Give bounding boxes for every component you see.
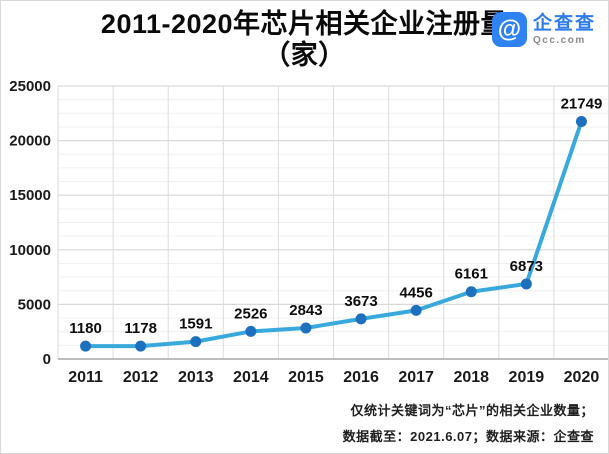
- x-tick-label: 2018: [453, 369, 489, 386]
- chart-title-line1: 2011-2020年芯片相关企业注册量: [100, 9, 509, 39]
- data-point-label: 1591: [179, 316, 212, 333]
- x-tick-label: 2014: [233, 369, 269, 386]
- data-point-label: 6873: [510, 258, 543, 275]
- data-line: [83, 119, 584, 349]
- data-point-marker: [80, 340, 92, 352]
- qcc-logo-icon: @: [491, 12, 527, 47]
- footer-note: 仅统计关键词为“芯片”的相关企业数量；: [350, 403, 594, 418]
- x-tick-label: 2011: [68, 369, 103, 386]
- qcc-logo-text: 企查查 Qcc.com: [533, 14, 596, 46]
- data-point-marker: [190, 336, 202, 348]
- data-point-label: 3673: [344, 293, 377, 310]
- data-point-marker: [520, 278, 532, 290]
- qcc-logo: @ 企查查 Qcc.com: [491, 12, 596, 47]
- data-point-label: 21749: [561, 96, 603, 113]
- data-point-label: 6161: [455, 266, 488, 283]
- data-point-marker: [465, 286, 477, 298]
- data-point-label: 1180: [69, 320, 102, 337]
- y-tick-label: 0: [43, 351, 51, 368]
- y-tick-label: 10000: [9, 242, 51, 259]
- x-tick-label: 2013: [178, 369, 214, 386]
- data-point-marker: [410, 304, 422, 316]
- footer-source: 数据截至：2021.6.07；数据来源：企查查: [342, 429, 594, 444]
- y-tick-label: 25000: [9, 78, 51, 95]
- data-point-marker: [135, 340, 147, 352]
- data-point-label: 2843: [289, 302, 322, 319]
- x-tick-label: 2016: [343, 369, 379, 386]
- data-point-marker: [300, 322, 312, 334]
- x-tick-label: 2020: [564, 369, 600, 386]
- data-point-marker: [355, 313, 367, 325]
- chart-title-line2: （家）: [263, 40, 346, 70]
- x-tick-label: 2019: [509, 369, 545, 386]
- qcc-logo-domain: Qcc.com: [532, 34, 586, 46]
- data-point-label: 1178: [124, 320, 157, 337]
- y-tick-label: 20000: [9, 133, 51, 150]
- y-tick-label: 15000: [9, 187, 51, 204]
- data-point-label: 4456: [399, 284, 432, 301]
- x-tick-label: 2017: [398, 369, 434, 386]
- data-point-label: 2526: [234, 305, 267, 322]
- data-point-marker: [245, 325, 257, 337]
- x-tick-label: 2012: [123, 369, 159, 386]
- data-point-marker: [575, 116, 587, 128]
- chart-title: 2011-2020年芯片相关企业注册量 （家）: [1, 9, 608, 71]
- qcc-logo-name: 企查查: [532, 12, 596, 34]
- y-tick-label: 5000: [18, 296, 51, 313]
- x-tick-label: 2015: [288, 369, 324, 386]
